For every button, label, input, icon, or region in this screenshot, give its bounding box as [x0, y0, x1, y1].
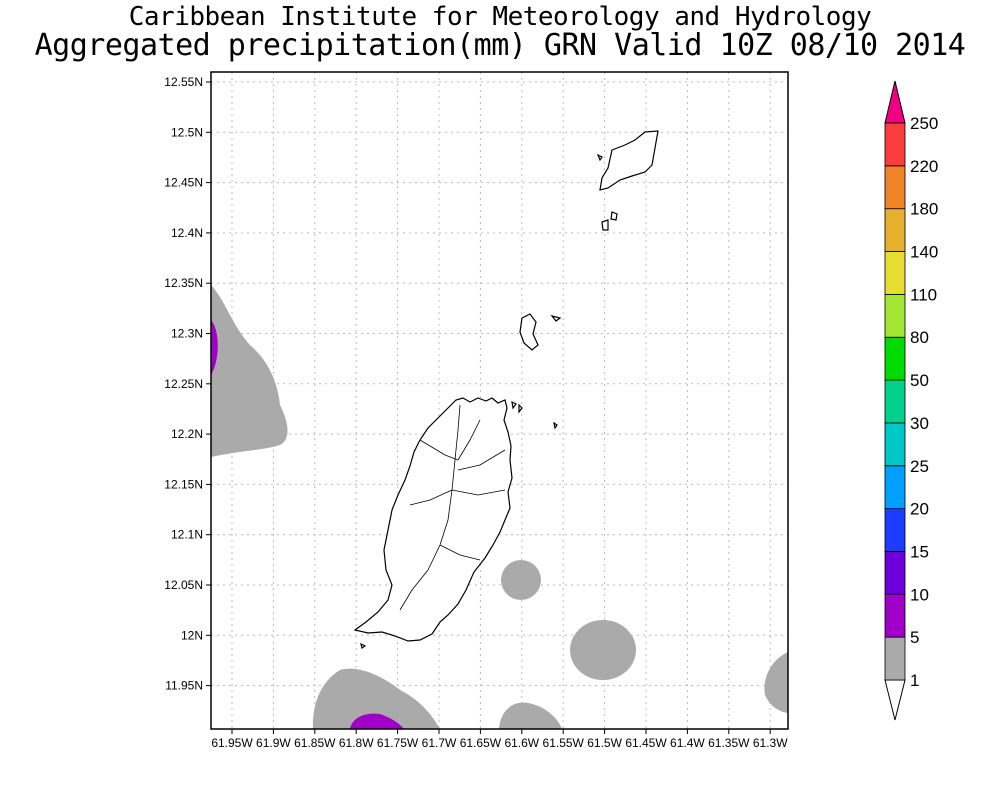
colorbar-label: 10 [910, 585, 929, 604]
precip-area-south-mid [499, 702, 562, 729]
lat-tick-label: 12.45N [164, 176, 203, 190]
precip-area-west [211, 285, 288, 457]
island-islet-2 [610, 211, 618, 221]
colorbar-label: 180 [910, 200, 938, 219]
colorbar-bin [884, 422, 906, 467]
title-product: Aggregated precipitation(mm) GRN Valid 1… [34, 28, 966, 63]
latitude-axis: 12.55N 12.5N 12.45N 12.4N 12.35N 12.3N 12.25N 1… [164, 75, 211, 693]
lat-tick-label: 12.15N [164, 477, 203, 491]
colorbar-label: 20 [910, 500, 929, 519]
lon-tick-label: 61.8W [339, 736, 374, 750]
lon-tick-label: 61.9W [256, 736, 291, 750]
colorbar-label: 250 [910, 114, 938, 133]
parish-lines [399, 404, 506, 611]
colorbar-label: 140 [910, 243, 938, 262]
colorbar-bin [884, 465, 906, 510]
lat-tick-label: 12.55N [164, 75, 203, 89]
lon-tick-label: 61.65W [460, 736, 502, 750]
colorbar-bin [884, 593, 906, 638]
precip-area-east-edge [764, 652, 788, 713]
colorbar-label: 15 [910, 542, 929, 561]
precip-area-south-center [570, 620, 636, 680]
longitude-axis: 61.95W 61.9W 61.85W 61.8W 61.75W 61.7W 61.65W 6… [211, 729, 788, 750]
lon-tick-label: 61.3W [753, 736, 788, 750]
colorbar-bin [884, 251, 906, 295]
colorbar-bin [884, 293, 906, 338]
colorbar-label: 110 [910, 285, 937, 304]
precip-area-southeast [501, 560, 541, 600]
colorbar-label: 220 [910, 157, 938, 176]
lon-tick-label: 61.55W [543, 736, 585, 750]
colorbar-bin [884, 636, 906, 681]
lat-tick-label: 12.05N [164, 578, 203, 592]
colorbar-low-arrow [884, 679, 906, 721]
lat-tick-label: 12N [181, 628, 203, 642]
island-islet-5 [511, 400, 517, 410]
colorbar-bin [884, 336, 906, 381]
island-islet-7 [553, 421, 558, 430]
island-islet-4 [596, 153, 603, 162]
colorbar-bin [884, 551, 906, 595]
islands [353, 130, 659, 649]
colorbar-label: 30 [910, 414, 929, 433]
colorbar-bin [884, 508, 906, 552]
lon-tick-label: 61.5W [587, 736, 622, 750]
precip-area-west-core [211, 320, 218, 375]
lon-tick-label: 61.75W [377, 736, 419, 750]
lon-tick-label: 61.7W [422, 736, 457, 750]
colorbar-label: 1 [910, 671, 919, 690]
lon-tick-label: 61.45W [625, 736, 667, 750]
colorbar-label: 5 [910, 628, 919, 647]
map-grid [211, 72, 788, 729]
colorbar-label: 80 [910, 328, 929, 347]
lat-tick-label: 12.1N [171, 528, 203, 542]
lon-tick-label: 61.85W [294, 736, 336, 750]
colorbar-bin [884, 208, 906, 252]
map-frame [210, 71, 789, 730]
colorbar-bin [884, 379, 906, 424]
lon-tick-label: 61.35W [708, 736, 750, 750]
lat-tick-label: 11.95N [165, 679, 203, 693]
lat-tick-label: 12.35N [164, 276, 203, 290]
lat-tick-label: 12.4N [171, 226, 203, 240]
island-petite-martinique [519, 313, 539, 351]
island-islet-6 [518, 403, 523, 414]
colorbar-label: 25 [910, 457, 929, 476]
island-islet-3 [550, 314, 562, 322]
lon-tick-label: 61.95W [211, 736, 253, 750]
island-carriacou [599, 130, 659, 191]
colorbar-high-arrow [884, 80, 906, 124]
lat-tick-label: 12.2N [171, 427, 203, 441]
island-islet-8 [360, 642, 367, 649]
colorbar-label: 50 [910, 371, 929, 390]
lon-tick-label: 61.4W [670, 736, 705, 750]
lon-tick-label: 61.6W [504, 736, 539, 750]
island-grenada [353, 397, 513, 642]
lat-tick-label: 12.25N [164, 377, 203, 391]
colorbar-bin [884, 165, 906, 210]
colorbar-bin [884, 122, 906, 167]
title-institute: Caribbean Institute for Meteorology and … [128, 2, 872, 32]
precip-areas [211, 285, 788, 729]
island-islet-1 [601, 219, 609, 231]
lat-tick-label: 12.3N [171, 327, 203, 341]
precip-area-south-west [312, 668, 440, 729]
precip-area-south-west-core [350, 713, 404, 729]
lat-tick-label: 12.5N [171, 125, 203, 139]
